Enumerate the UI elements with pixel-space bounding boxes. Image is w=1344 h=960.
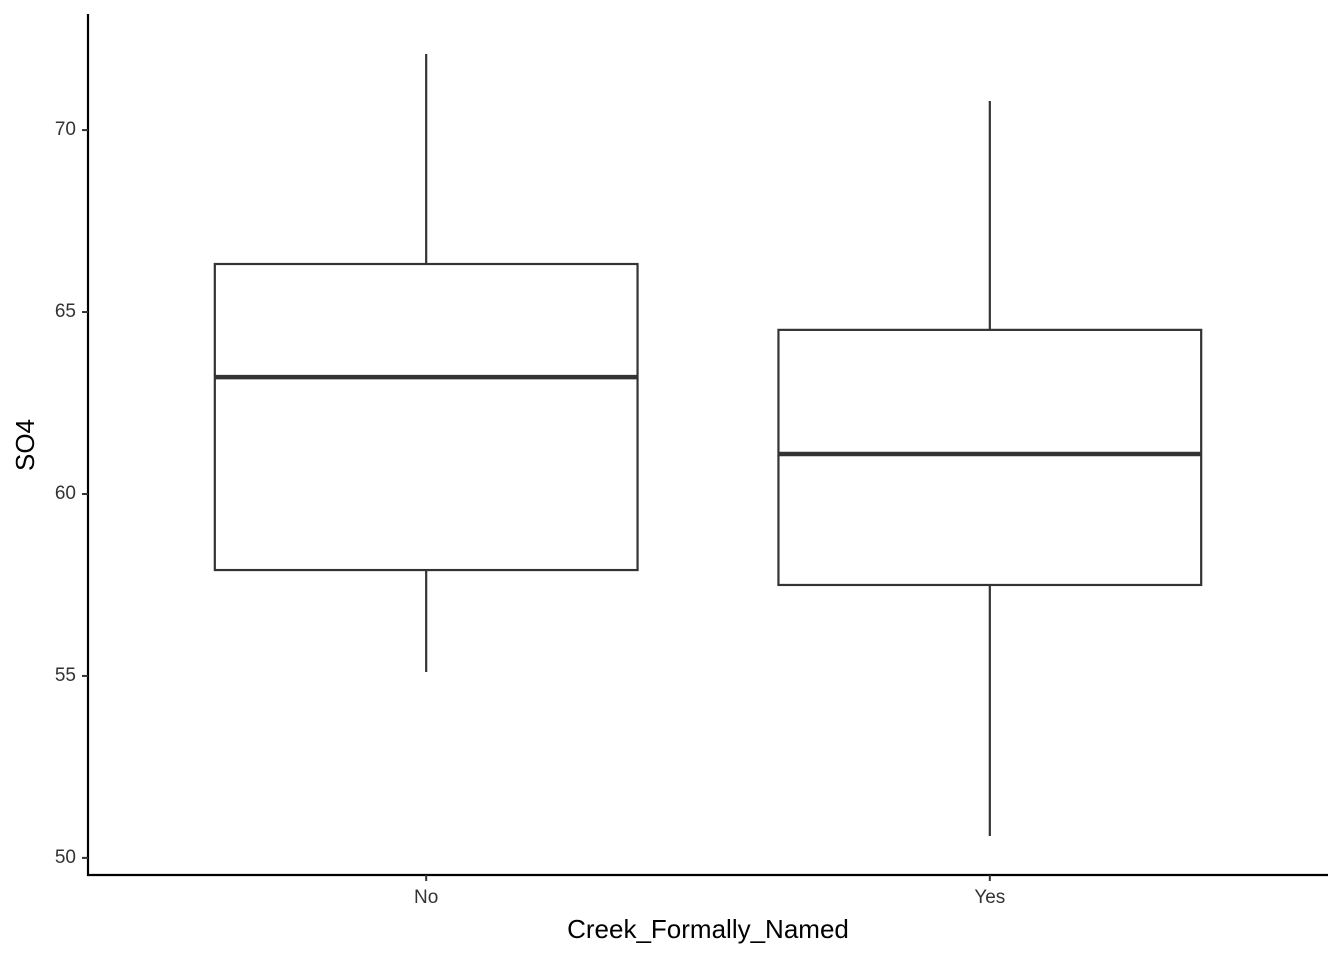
y-tick-label: 55 bbox=[55, 665, 76, 686]
y-tick-label: 50 bbox=[55, 847, 76, 868]
x-tick-label: No bbox=[414, 887, 438, 908]
y-tick-label: 70 bbox=[55, 119, 76, 140]
y-axis-title: SO4 bbox=[10, 419, 40, 471]
y-tick-label: 60 bbox=[55, 483, 76, 504]
x-axis-title: Creek_Formally_Named bbox=[567, 914, 849, 944]
x-tick-label: Yes bbox=[974, 887, 1005, 908]
box bbox=[777, 328, 1203, 587]
y-tick-label: 65 bbox=[55, 301, 76, 322]
box bbox=[213, 262, 639, 572]
